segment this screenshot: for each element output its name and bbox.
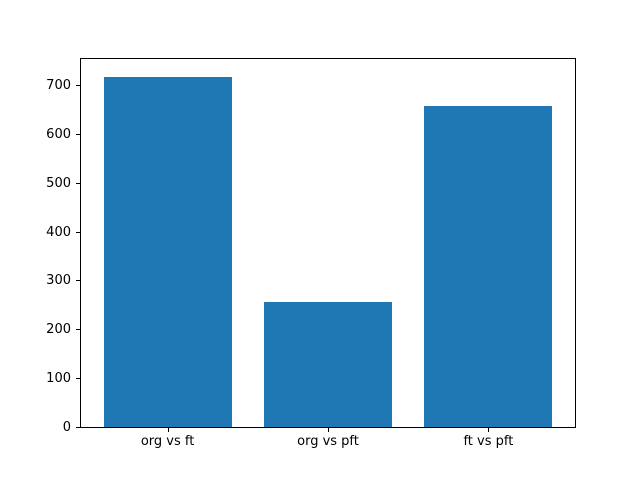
y-tick-mark	[76, 280, 80, 282]
x-tick-mark	[167, 427, 169, 432]
y-tick-mark	[76, 182, 80, 184]
y-tick-label: 400	[46, 224, 71, 240]
y-tick-mark	[76, 133, 80, 135]
y-tick-mark	[76, 378, 80, 380]
x-tick-label: org vs ft	[140, 434, 195, 449]
x-tick-mark	[328, 427, 329, 432]
x-tick-mark	[488, 427, 490, 432]
bar	[103, 76, 232, 427]
bar	[424, 106, 553, 427]
y-tick-label: 600	[46, 126, 71, 142]
x-tick-label: org vs pft	[297, 434, 359, 449]
y-tick-label: 0	[62, 420, 71, 435]
x-tick-label: ft vs pft	[463, 434, 514, 449]
y-tick-label: 300	[46, 273, 71, 289]
y-tick-label: 500	[46, 175, 71, 191]
y-tick-mark	[76, 329, 80, 331]
y-tick-mark	[76, 427, 80, 428]
y-tick-mark	[76, 84, 80, 86]
bar	[263, 301, 393, 427]
plot-area: 0 100 200 300 400 500 600 700 org vs ft org vs pf…	[46, 58, 576, 449]
y-tick-label: 100	[46, 371, 71, 387]
y-tick-label: 700	[46, 77, 71, 93]
y-tick-label: 200	[46, 322, 71, 338]
y-tick-mark	[76, 231, 80, 233]
